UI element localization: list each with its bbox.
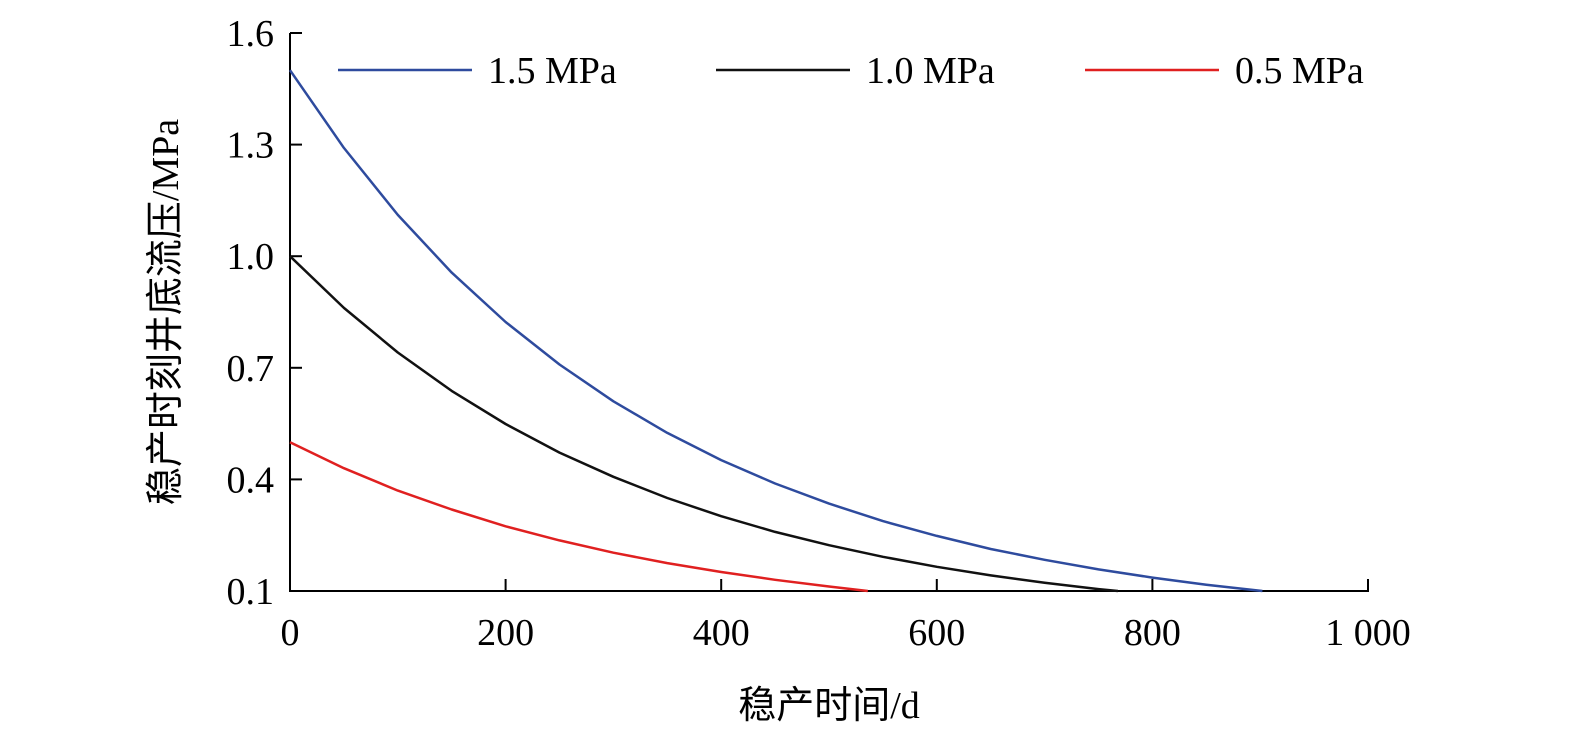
x-tick-label: 1 000	[1325, 612, 1411, 654]
x-tick-label: 800	[1124, 612, 1181, 654]
series-line-0	[288, 69, 1263, 593]
y-tick-label: 1.0	[227, 236, 275, 278]
x-axis-label: 稳产时间/d	[738, 685, 920, 727]
y-tick-label: 1.6	[227, 13, 275, 55]
x-tick-label: 0	[281, 612, 300, 654]
y-tick-label: 0.1	[227, 571, 275, 613]
series-line-2	[289, 441, 868, 593]
legend-label-0: 1.5 MPa	[488, 50, 617, 92]
legend-label-1: 1.0 MPa	[866, 50, 995, 92]
y-tick-label: 0.4	[227, 459, 275, 501]
legend-label-2: 0.5 MPa	[1235, 50, 1364, 92]
y-axis-label: 稳产时刻井底流压/MPa	[145, 119, 187, 505]
x-tick-label: 200	[477, 612, 534, 654]
y-tick-label: 0.7	[227, 348, 275, 390]
x-tick-label: 600	[908, 612, 965, 654]
axes	[289, 33, 1369, 592]
x-tick-label: 400	[693, 612, 750, 654]
series-line-1	[289, 255, 1119, 593]
y-tick-label: 1.3	[227, 125, 275, 167]
